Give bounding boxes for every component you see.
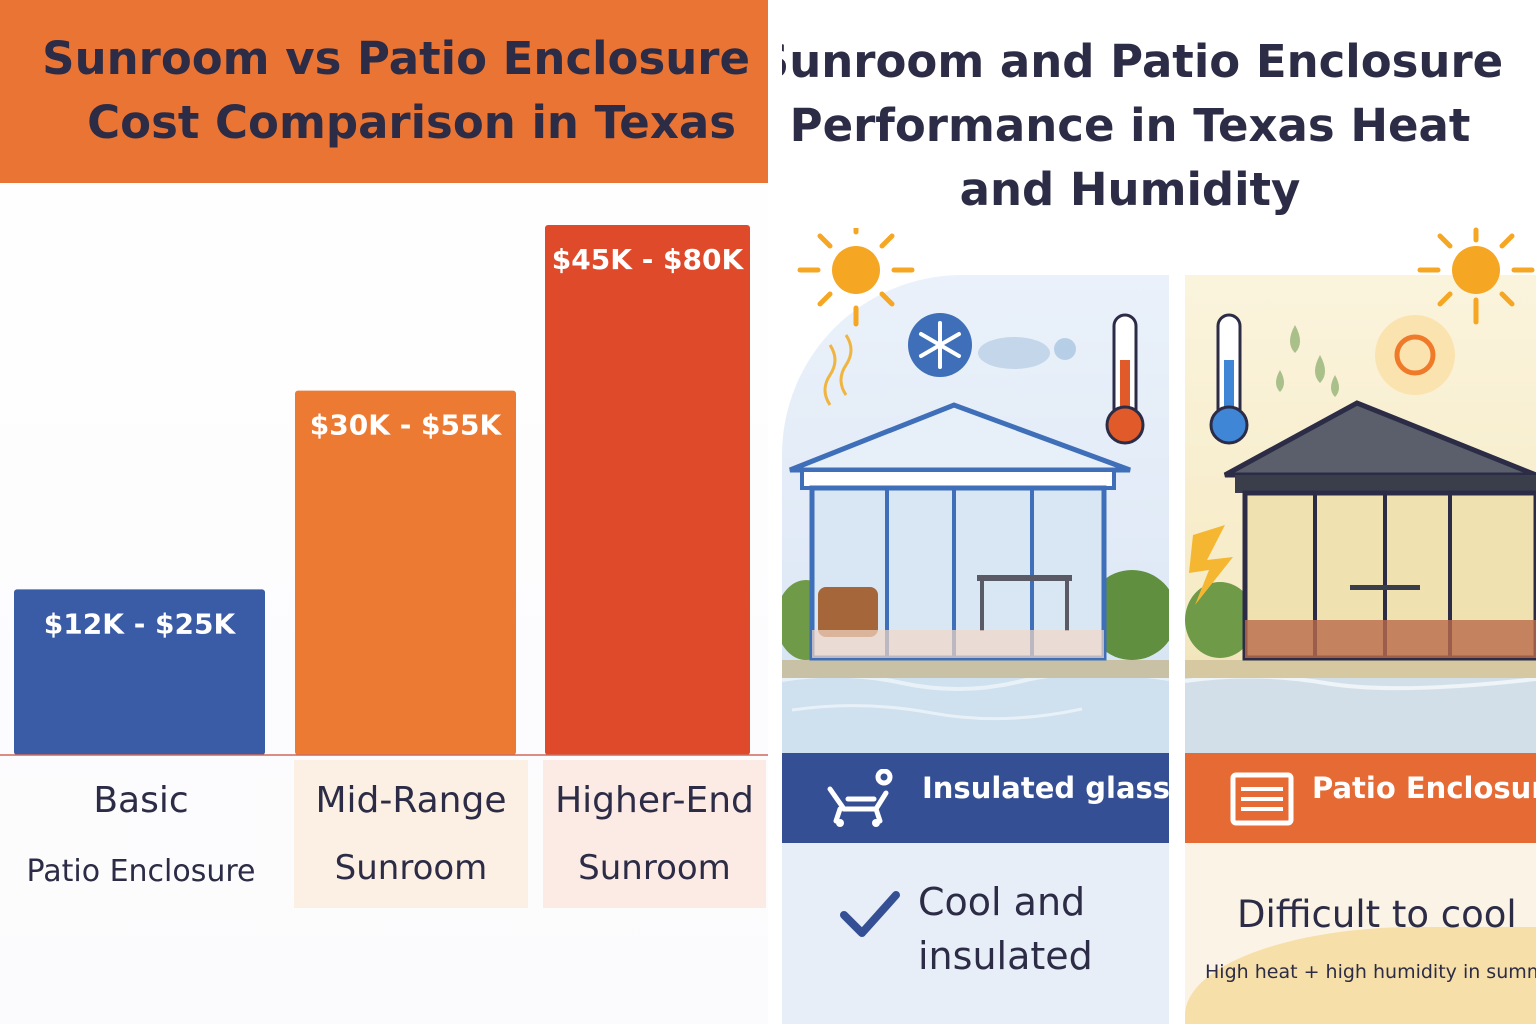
category-higher-end: Higher-End Sunroom bbox=[543, 760, 766, 908]
insulated-glass-band: Insulated glass bbox=[782, 753, 1171, 843]
sun-icon bbox=[1417, 227, 1535, 325]
category-label-main: Basic bbox=[93, 780, 189, 821]
chart-title-line-2: Cost Comparison in Texas bbox=[87, 96, 736, 149]
category-label-sub: Sunroom bbox=[578, 848, 731, 888]
patio-house-icon bbox=[1223, 400, 1536, 661]
snowflake-icon bbox=[908, 313, 972, 377]
bush bbox=[1185, 582, 1255, 658]
bar-value-label: $12K - $25K bbox=[44, 607, 237, 640]
chart-header: Sunroom vs Patio Enclosure Cost Comparis… bbox=[0, 0, 768, 183]
sunroom-illustration bbox=[782, 275, 1169, 755]
bar-value-label: $30K - $55K bbox=[310, 409, 503, 442]
sun-icon bbox=[797, 228, 915, 327]
performance-panel: Sunroom and Patio Enclosure Performance … bbox=[782, 0, 1536, 1024]
heat-waves-icon bbox=[823, 334, 853, 406]
cost-comparison-panel: Sunroom vs Patio Enclosure Cost Comparis… bbox=[0, 0, 768, 1024]
category-label-sub: Patio Enclosure bbox=[26, 854, 256, 889]
performance-title-line-1: Sunroom and Patio Enclosure bbox=[782, 35, 1504, 88]
humidity-drops-icon bbox=[1276, 325, 1339, 397]
cost-bar-chart: $12K - $25K $30K - $55K $45K - $80K bbox=[0, 225, 768, 756]
screen-panel-icon bbox=[1230, 772, 1294, 826]
patio-result-card: Difficult to cool High heat + high humid… bbox=[1185, 843, 1536, 1024]
patio-enclosure-illustration bbox=[1185, 275, 1536, 755]
check-icon bbox=[840, 891, 900, 937]
sunroom-result-card: Cool and insulated bbox=[782, 843, 1169, 1024]
performance-title: Sunroom and Patio Enclosure Performance … bbox=[782, 30, 1536, 222]
bar-2 bbox=[295, 390, 516, 755]
performance-title-line-2: Performance in Texas Heat bbox=[789, 99, 1471, 152]
category-label-sub: Sunroom bbox=[334, 848, 488, 888]
humidity-note: High heat + high humidity in summer bbox=[1205, 961, 1536, 983]
lounge-chair-icon bbox=[827, 769, 893, 827]
panel-divider bbox=[768, 0, 782, 1024]
lightning-icon bbox=[1189, 525, 1233, 605]
thermometer-cold-icon bbox=[1209, 313, 1249, 445]
sun-hot-icon bbox=[1375, 315, 1455, 395]
category-label-main: Higher-End bbox=[555, 780, 754, 821]
chart-title-line-1: Sunroom vs Patio Enclosure bbox=[42, 32, 750, 85]
performance-title-line-3: and Humidity bbox=[959, 163, 1301, 216]
sunroom-house-icon bbox=[789, 402, 1131, 661]
patio-result-text: Difficult to cool bbox=[1237, 893, 1517, 936]
category-label-main: Mid-Range bbox=[315, 780, 507, 821]
bar-3 bbox=[545, 225, 750, 755]
category-basic: Basic Patio Enclosure bbox=[0, 760, 282, 908]
patio-enclosure-band: Patio Enclosure bbox=[1185, 753, 1536, 843]
sunroom-result-line-2: insulated bbox=[918, 934, 1093, 978]
thermometer-hot-icon bbox=[1105, 313, 1145, 445]
band-label-patio-enclosure: Patio Enclosure bbox=[1312, 771, 1536, 805]
bar-1 bbox=[14, 589, 265, 755]
category-mid-range: Mid-Range Sunroom bbox=[294, 760, 528, 908]
bar-value-label: $45K - $80K bbox=[552, 243, 745, 276]
sunroom-result-line-1: Cool and bbox=[918, 880, 1086, 924]
band-label-insulated-glass: Insulated glass bbox=[922, 771, 1171, 805]
bush bbox=[1087, 570, 1169, 660]
sunroom-result-text: Cool and insulated bbox=[918, 875, 1158, 983]
cloud-icon bbox=[978, 337, 1050, 369]
